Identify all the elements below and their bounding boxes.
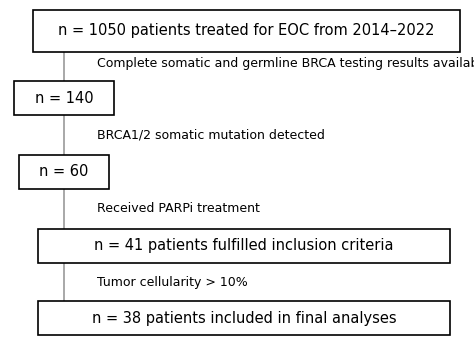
FancyBboxPatch shape <box>38 301 450 335</box>
FancyBboxPatch shape <box>38 229 450 263</box>
Text: Tumor cellularity > 10%: Tumor cellularity > 10% <box>97 276 248 289</box>
FancyBboxPatch shape <box>19 155 109 189</box>
Text: n = 41 patients fulfilled inclusion criteria: n = 41 patients fulfilled inclusion crit… <box>94 238 394 254</box>
Text: Complete somatic and germline BRCA testing results available: Complete somatic and germline BRCA testi… <box>97 57 474 70</box>
Text: n = 140: n = 140 <box>35 90 93 106</box>
FancyBboxPatch shape <box>33 10 460 52</box>
Text: BRCA1/2 somatic mutation detected: BRCA1/2 somatic mutation detected <box>97 128 325 141</box>
Text: n = 1050 patients treated for EOC from 2014–2022: n = 1050 patients treated for EOC from 2… <box>58 23 435 39</box>
Text: Received PARPi treatment: Received PARPi treatment <box>97 202 260 215</box>
Text: n = 38 patients included in final analyses: n = 38 patients included in final analys… <box>92 311 396 326</box>
FancyBboxPatch shape <box>14 81 114 115</box>
Text: n = 60: n = 60 <box>39 164 89 180</box>
